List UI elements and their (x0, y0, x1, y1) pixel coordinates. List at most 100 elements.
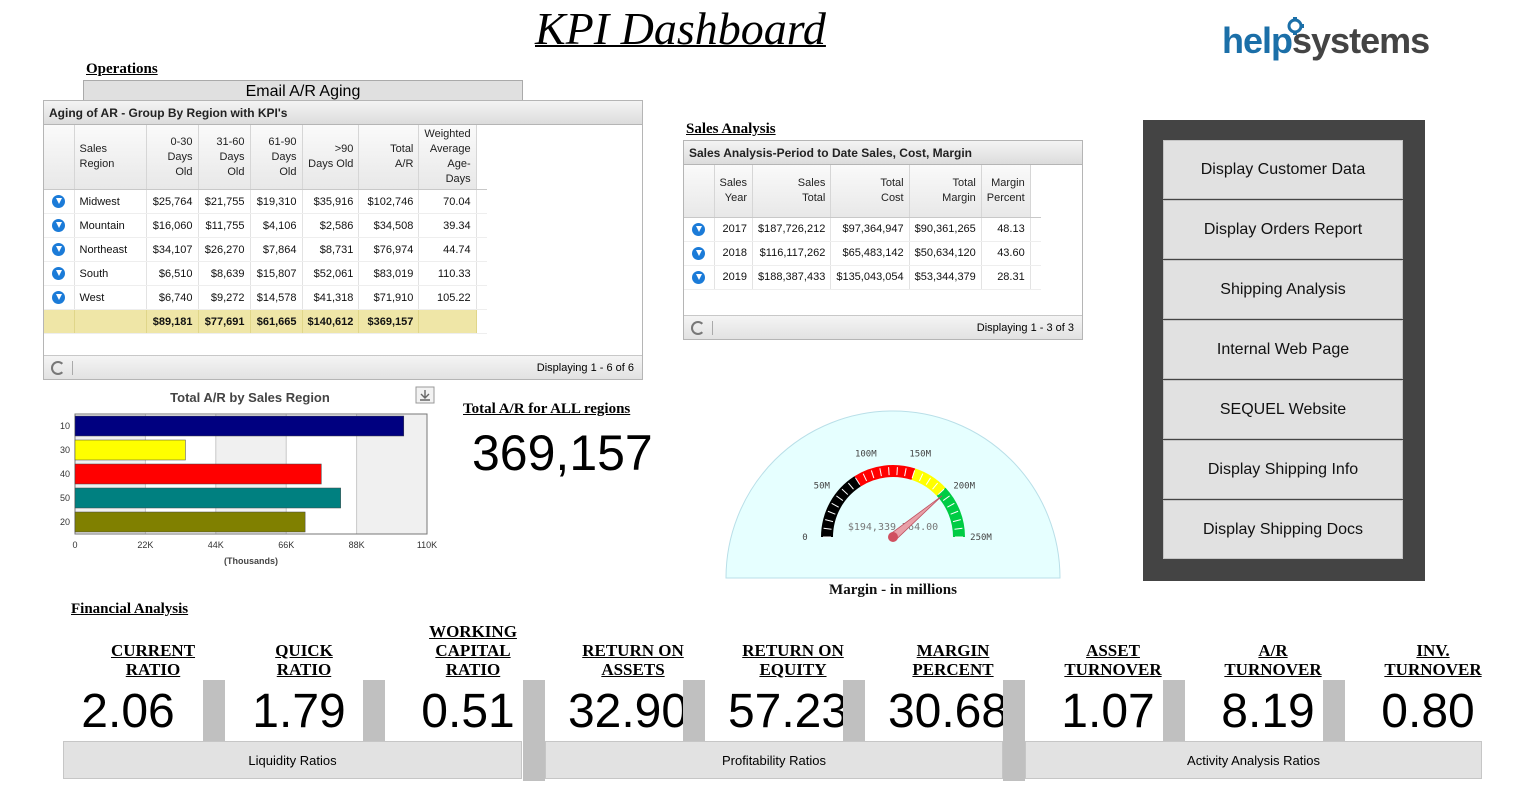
total-cell: $140,612 (302, 309, 360, 334)
drill-down-icon[interactable] (692, 270, 706, 284)
drill-down-icon[interactable] (52, 243, 66, 256)
bar-30[interactable] (74, 439, 186, 461)
x-axis-label: (Thousands) (224, 556, 278, 566)
sales-analysis-heading: Sales Analysis (686, 121, 776, 137)
table-row[interactable]: Northeast $34,107 $26,270 $7,864 $8,731 $76,9… (44, 237, 487, 262)
total-cell: $89,181 (146, 309, 199, 334)
ar-table: Sales Region 0-30 Days Old 31-60 Days Old 61-9… (44, 125, 487, 334)
email-ar-aging-button[interactable]: Email A/R Aging (83, 80, 523, 100)
gauge-pivot (888, 532, 898, 542)
column-header[interactable]: Total Cost (830, 165, 910, 218)
table-cell: 2018 (714, 241, 754, 266)
gauge-tick-label: 200M (953, 481, 975, 491)
ratio-group-profitability-ratios: Profitability Ratios (545, 741, 1003, 779)
table-row[interactable]: West $6,740 $9,272 $14,578 $41,318 $71,910 105… (44, 285, 487, 310)
y-tick-label: 20 (60, 517, 70, 527)
x-tick-label: 0 (72, 540, 77, 550)
menu-button-display-shipping-info[interactable]: Display Shipping Info (1163, 440, 1403, 499)
table-cell: $26,270 (198, 237, 251, 262)
menu-button-display-customer-data[interactable]: Display Customer Data (1163, 140, 1403, 199)
total-ar-label: Total A/R for ALL regions (463, 401, 631, 417)
gauge-caption: Margin - in millions (829, 582, 957, 598)
table-row[interactable]: 2017 $187,726,212 $97,364,947 $90,361,265 48… (684, 217, 1041, 242)
table-cell: $187,726,212 (752, 217, 832, 242)
gauge-tick-label: 250M (970, 533, 992, 543)
x-tick-label: 88K (349, 540, 365, 550)
column-header[interactable]: Weighted Average Age-Days (418, 125, 477, 190)
column-header[interactable]: Sales Year (714, 165, 754, 218)
chart-export-icon[interactable] (415, 386, 435, 404)
bar-50[interactable] (74, 487, 341, 509)
gauge-value-label: $194,339,764.00 (848, 522, 938, 533)
drill-down-icon[interactable] (52, 195, 66, 208)
sales-grid-title: Sales Analysis-Period to Date Sales, Cos… (684, 141, 1082, 165)
menu-button-display-shipping-docs[interactable]: Display Shipping Docs (1163, 500, 1403, 559)
total-cell: $61,665 (250, 309, 303, 334)
table-cell: $7,864 (250, 237, 303, 262)
ratio-value: 57.23 (727, 685, 849, 738)
ratio-value: 8.19 (1221, 685, 1315, 738)
ratio-group-activity-analysis-ratios: Activity Analysis Ratios (1025, 741, 1482, 779)
menu-button-sequel-website[interactable]: SEQUEL Website (1163, 380, 1403, 439)
menu-button-shipping-analysis[interactable]: Shipping Analysis (1163, 260, 1403, 319)
column-header[interactable]: Sales Region (74, 125, 147, 190)
column-header[interactable]: Sales Total (752, 165, 832, 218)
bar-10[interactable] (74, 415, 405, 437)
menu-button-display-orders-report[interactable]: Display Orders Report (1163, 200, 1403, 259)
drill-down-icon[interactable] (692, 222, 706, 236)
table-cell: $90,361,265 (909, 217, 982, 242)
table-cell: $65,483,142 (830, 241, 910, 266)
bar-20[interactable] (74, 511, 306, 533)
drill-down-icon[interactable] (692, 246, 706, 260)
total-cell (418, 309, 477, 334)
column-header[interactable]: Total Margin (909, 165, 982, 218)
ratio-value: 2.06 (81, 685, 175, 738)
ar-aging-grid: Aging of AR - Group By Region with KPI's… (43, 100, 643, 380)
ratio-value: 1.79 (252, 685, 346, 738)
table-cell: $71,910 (358, 285, 420, 310)
navigation-panel: Display Customer Data Display Orders Repo… (1143, 120, 1425, 581)
table-cell: $16,060 (146, 213, 199, 238)
column-header[interactable]: Margin Percent (981, 165, 1031, 218)
table-cell: 43.60 (981, 241, 1031, 266)
sales-grid-paging: Displaying 1 - 3 of 3 (976, 322, 1074, 334)
refresh-icon[interactable] (691, 321, 705, 335)
table-cell: $102,746 (358, 189, 420, 214)
chart-title: Total A/R by Sales Region (170, 390, 330, 405)
gauge-band (821, 476, 861, 537)
column-header[interactable]: 0-30 Days Old (146, 125, 199, 190)
table-cell: $21,755 (198, 189, 251, 214)
total-cell (74, 309, 147, 334)
table-row[interactable]: South $6,510 $8,639 $15,807 $52,061 $83,019 11… (44, 261, 487, 286)
total-cell: $77,691 (198, 309, 251, 334)
table-cell: $8,639 (198, 261, 251, 286)
ar-grid-footer: Displaying 1 - 6 of 6 (44, 355, 642, 379)
drill-down-icon[interactable] (52, 291, 66, 304)
column-header[interactable]: 31-60 Days Old (198, 125, 251, 190)
refresh-icon[interactable] (51, 361, 65, 375)
table-row[interactable]: Mountain $16,060 $11,755 $4,106 $2,586 $34,50… (44, 213, 487, 238)
column-header[interactable]: 61-90 Days Old (250, 125, 303, 190)
column-header[interactable]: >90 Days Old (302, 125, 360, 190)
page-title: KPI Dashboard (535, 3, 826, 54)
bar-40[interactable] (74, 463, 322, 485)
table-row[interactable]: Midwest $25,764 $21,755 $19,310 $35,916 $102,… (44, 189, 487, 214)
gauge-tick-label: 150M (909, 449, 931, 459)
sales-analysis-grid: Sales Analysis-Period to Date Sales, Cos… (683, 140, 1083, 340)
drill-down-icon[interactable] (52, 267, 66, 280)
ratio-value: 32.90 (567, 685, 689, 738)
table-cell: 48.13 (981, 217, 1031, 242)
table-cell: $50,634,120 (909, 241, 982, 266)
menu-button-internal-web-page[interactable]: Internal Web Page (1163, 320, 1403, 379)
y-tick-label: 50 (60, 493, 70, 503)
ratio-label: ASSET TURNOVER (1064, 641, 1162, 679)
column-header[interactable]: Total A/R (358, 125, 420, 190)
table-cell: $97,364,947 (830, 217, 910, 242)
ar-by-region-chart: Total A/R by Sales Region 10 30 40 50 20 0 22K 4… (60, 386, 437, 566)
table-row[interactable]: 2018 $116,117,262 $65,483,142 $50,634,120 43… (684, 241, 1041, 266)
table-row[interactable]: 2019 $188,387,433 $135,043,054 $53,344,379 2… (684, 265, 1041, 290)
table-cell: $135,043,054 (830, 265, 910, 290)
ratio-label: MARGIN PERCENT (912, 641, 994, 679)
drill-down-icon[interactable] (52, 219, 66, 232)
logo-help: help (1222, 20, 1293, 61)
